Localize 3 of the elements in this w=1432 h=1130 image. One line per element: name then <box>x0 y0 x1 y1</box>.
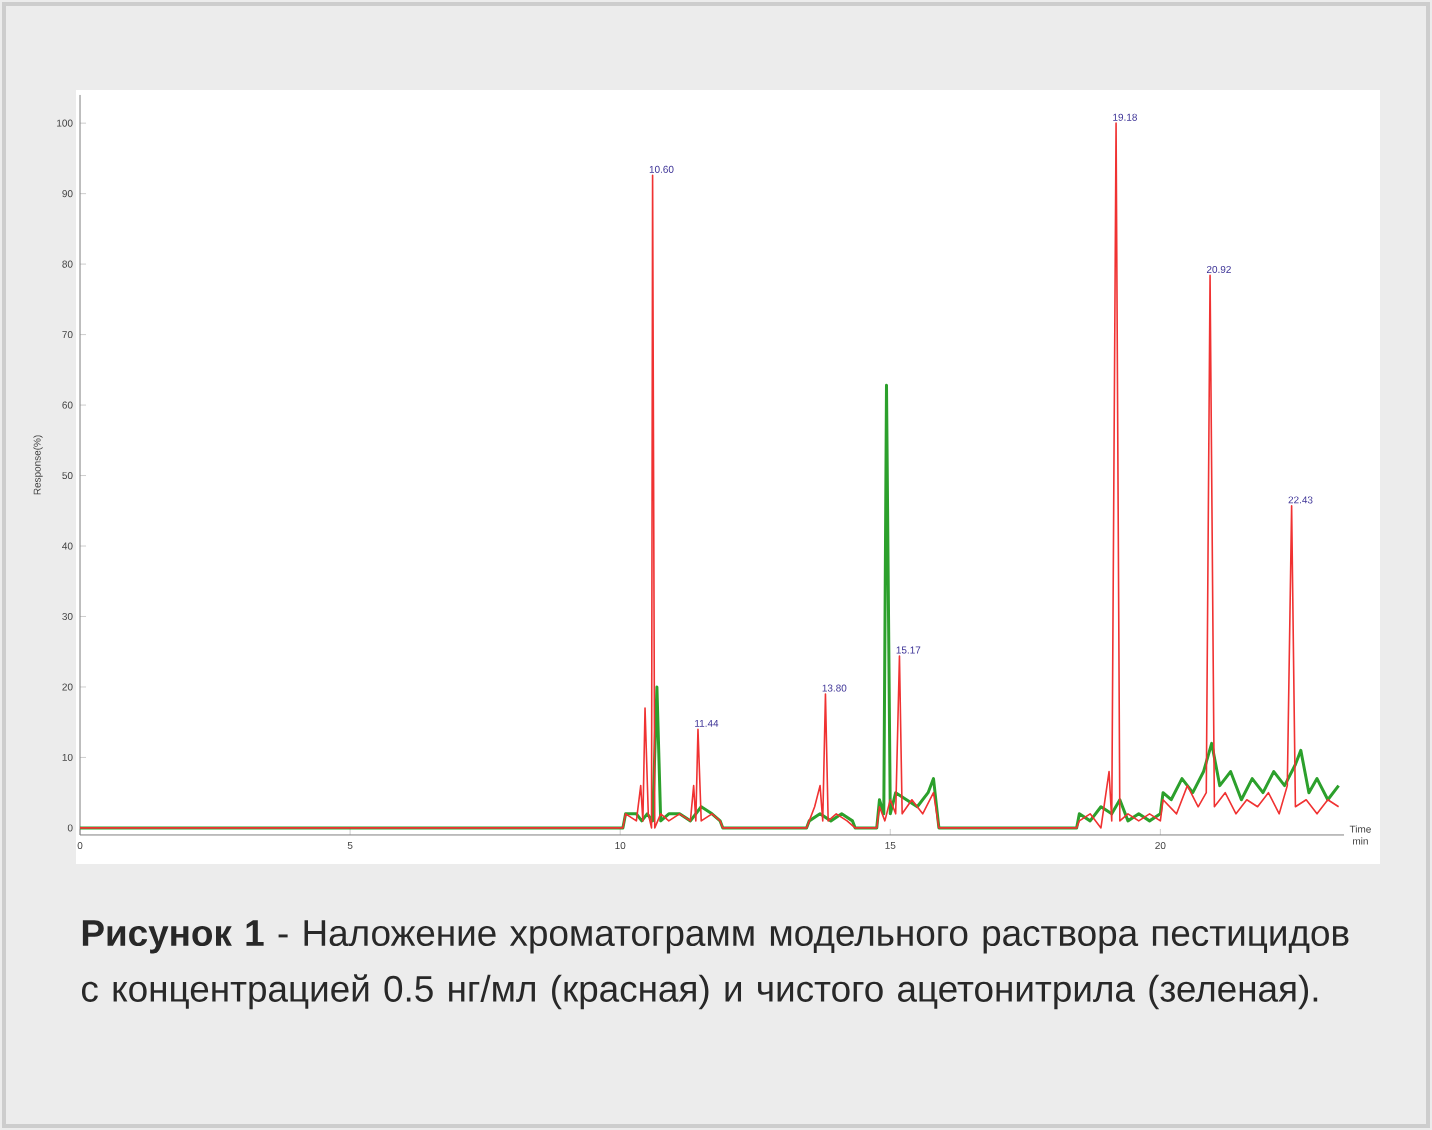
line-series <box>79 122 1340 829</box>
line-series <box>78 383 1341 830</box>
text: Рисунок 1 - Наложение хроматограмм модельного раствора пестицидов с концентрацией 0.5 нг/мл (красная) и чистого ацетонитрила (зеленая). <box>81 920 1349 1010</box>
